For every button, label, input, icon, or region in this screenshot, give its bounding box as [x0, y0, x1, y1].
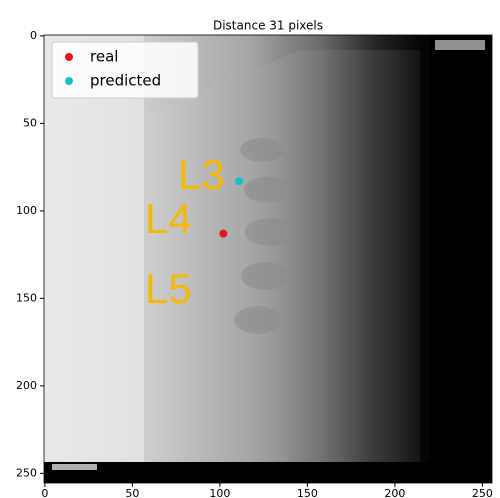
x-tick-label: 0: [41, 487, 48, 498]
x-tick-label: 150: [297, 487, 318, 498]
y-tick-label: 100: [16, 204, 37, 217]
legend-box: [52, 42, 198, 98]
legend-label: predicted: [90, 72, 161, 90]
y-tick-label: 200: [16, 379, 37, 392]
y-tick-label: 50: [23, 116, 37, 129]
chart-title: Distance 31 pixels: [213, 19, 323, 33]
page: Distance 31 pixels 0 50 100 150 200 250 0 50 100…: [0, 0, 500, 498]
annotation: L3: [178, 151, 225, 198]
annotation: L4: [145, 195, 192, 242]
y-tick-label: 250: [16, 466, 37, 479]
x-tick-label: 100: [209, 487, 230, 498]
x-tick-label: 200: [384, 487, 405, 498]
legend-marker: [65, 53, 73, 61]
legend-marker: [65, 77, 73, 85]
y-tick-label: 150: [16, 291, 37, 304]
xray-image: [44, 35, 492, 483]
chart: Distance 31 pixels 0 50 100 150 200 250 0 50 100…: [0, 0, 500, 498]
point: [235, 177, 243, 185]
y-tick-label: 0: [30, 29, 37, 42]
annotation: L5: [145, 265, 192, 312]
point: [219, 230, 227, 238]
x-tick-label: 250: [472, 487, 493, 498]
x-tick-label: 50: [125, 487, 139, 498]
legend-label: real: [90, 48, 118, 66]
